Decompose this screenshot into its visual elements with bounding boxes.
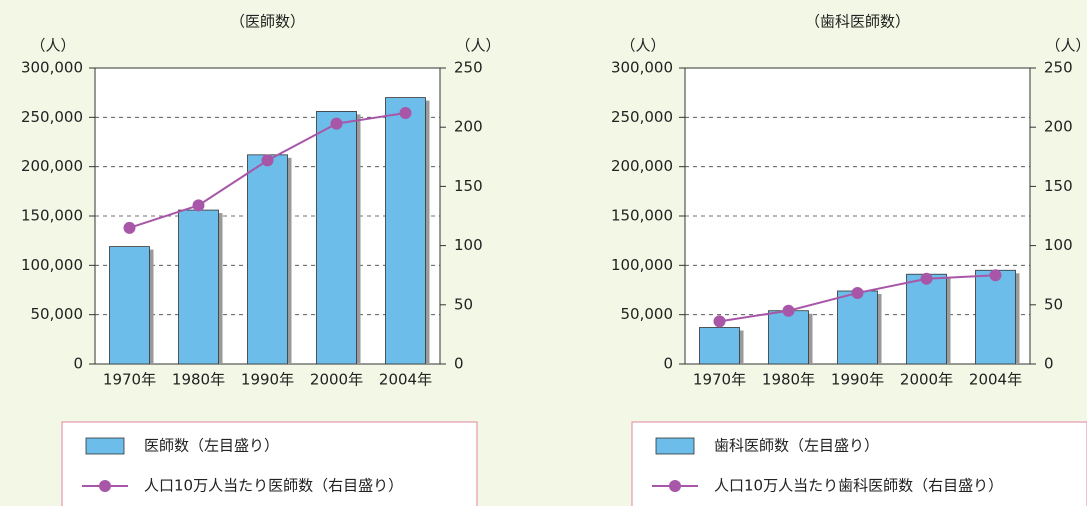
legend-swatch xyxy=(655,437,695,455)
y-tick-label: 100,000 xyxy=(21,256,83,274)
marker xyxy=(851,286,864,299)
bar xyxy=(768,310,809,365)
y2-tick-label: 0 xyxy=(1044,355,1054,373)
marker xyxy=(782,304,795,317)
y2-tick-label: 200 xyxy=(454,118,483,136)
legend-swatch xyxy=(85,437,125,455)
marker xyxy=(989,269,1002,282)
marker xyxy=(261,154,274,167)
y2-axis-label: （人） xyxy=(1045,37,1087,55)
bar xyxy=(837,290,878,365)
y2-tick-label: 250 xyxy=(454,59,483,77)
x-tick-label: 1970年 xyxy=(103,371,156,389)
legend-marker xyxy=(669,480,681,492)
y-tick-label: 200,000 xyxy=(611,157,673,175)
legend-label: 歯科医師数（左目盛り） xyxy=(714,437,879,455)
y-tick-label: 50,000 xyxy=(621,305,674,323)
y-tick-label: 0 xyxy=(73,355,83,373)
y2-tick-label: 150 xyxy=(454,177,483,195)
legend-box xyxy=(631,421,1087,506)
bar xyxy=(316,111,357,365)
x-tick-label: 2004年 xyxy=(969,371,1022,389)
marker xyxy=(123,221,136,234)
y-tick-label: 50,000 xyxy=(31,305,84,323)
y-tick-label: 300,000 xyxy=(21,59,83,77)
x-tick-label: 1980年 xyxy=(172,371,225,389)
y2-tick-label: 100 xyxy=(454,236,483,254)
bar xyxy=(109,246,150,365)
marker xyxy=(920,272,933,285)
legend-label: 人口10万人当たり医師数（右目盛り） xyxy=(144,477,403,495)
bar xyxy=(385,97,426,365)
y-tick-label: 150,000 xyxy=(21,207,83,225)
y2-tick-label: 50 xyxy=(1044,295,1063,313)
bar xyxy=(247,154,288,365)
y-tick-label: 250,000 xyxy=(21,108,83,126)
y2-tick-label: 150 xyxy=(1044,177,1073,195)
marker xyxy=(330,117,343,130)
x-tick-label: 2000年 xyxy=(900,371,953,389)
bar xyxy=(699,327,740,365)
y-tick-label: 0 xyxy=(663,355,673,373)
bar xyxy=(975,269,1016,365)
legend-label: 医師数（左目盛り） xyxy=(144,437,279,455)
x-tick-label: 2004年 xyxy=(379,371,432,389)
bar xyxy=(178,209,219,365)
legend-marker xyxy=(99,480,111,492)
x-tick-label: 1990年 xyxy=(241,371,294,389)
chart-title: （医師数） xyxy=(230,13,305,31)
y2-tick-label: 50 xyxy=(454,295,473,313)
legend-label: 人口10万人当たり歯科医師数（右目盛り） xyxy=(714,477,1003,495)
y-tick-label: 150,000 xyxy=(611,207,673,225)
y-tick-label: 200,000 xyxy=(21,157,83,175)
y2-tick-label: 250 xyxy=(1044,59,1073,77)
marker xyxy=(399,106,412,119)
x-tick-label: 1990年 xyxy=(831,371,884,389)
y-tick-label: 250,000 xyxy=(611,108,673,126)
y-tick-label: 100,000 xyxy=(611,256,673,274)
chart-title: （歯科医師数） xyxy=(805,13,910,31)
x-tick-label: 1980年 xyxy=(762,371,815,389)
marker xyxy=(713,315,726,328)
marker xyxy=(192,199,205,212)
x-tick-label: 1970年 xyxy=(693,371,746,389)
y-tick-label: 300,000 xyxy=(611,59,673,77)
y2-axis-label: （人） xyxy=(455,37,500,55)
bar xyxy=(906,273,947,365)
y2-tick-label: 100 xyxy=(1044,236,1073,254)
y2-tick-label: 200 xyxy=(1044,118,1073,136)
y-axis-label: （人） xyxy=(30,37,75,55)
legend-box xyxy=(61,421,478,506)
y2-tick-label: 0 xyxy=(454,355,464,373)
y-axis-label: （人） xyxy=(620,37,665,55)
x-tick-label: 2000年 xyxy=(310,371,363,389)
